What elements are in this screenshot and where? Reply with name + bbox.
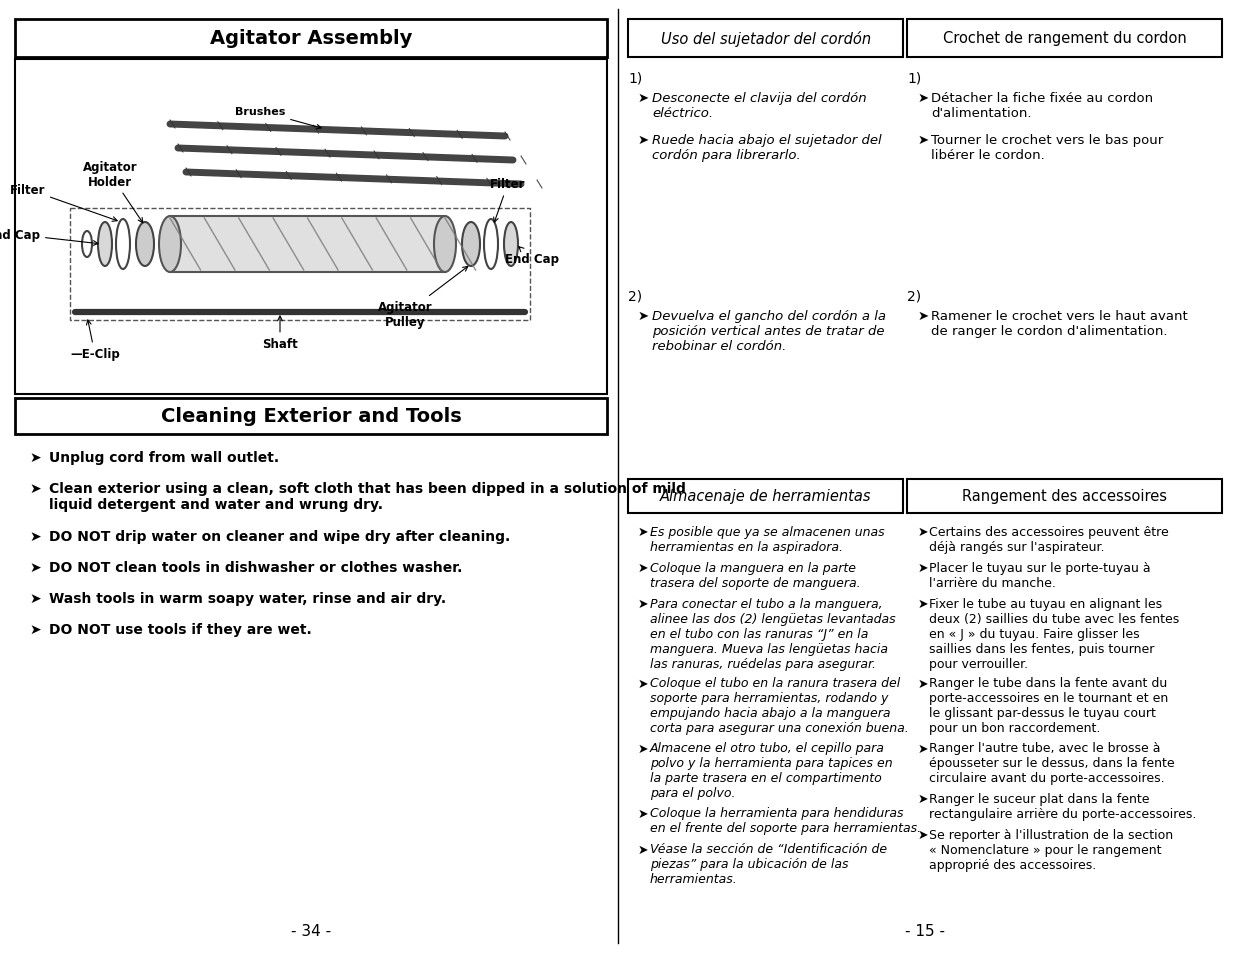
- Text: ➤: ➤: [918, 91, 929, 105]
- Text: ➤: ➤: [638, 677, 648, 690]
- Ellipse shape: [484, 220, 498, 270]
- Text: ➤: ➤: [918, 828, 927, 841]
- Text: ➤: ➤: [28, 481, 41, 496]
- Text: Devuelva el gancho del cordón a la
posición vertical antes de tratar de
rebobina: Devuelva el gancho del cordón a la posic…: [652, 310, 885, 353]
- Text: Es posible que ya se almacenen unas
herramientas en la aspiradora.: Es posible que ya se almacenen unas herr…: [650, 525, 884, 554]
- Text: ➤: ➤: [638, 310, 650, 323]
- Text: ➤: ➤: [638, 561, 648, 575]
- Text: ➤: ➤: [918, 133, 929, 147]
- Text: - 15 -: - 15 -: [905, 923, 945, 939]
- Text: Almacenaje de herramientas: Almacenaje de herramientas: [659, 489, 872, 504]
- Text: ➤: ➤: [918, 741, 927, 755]
- Text: Ranger le tube dans la fente avant du
porte-accessoires en le tournant et en
le : Ranger le tube dans la fente avant du po…: [929, 677, 1168, 735]
- Text: Para conectar el tubo a la manguera,
alinee las dos (2) lengüetas levantadas
en : Para conectar el tubo a la manguera, ali…: [650, 598, 895, 670]
- Text: ➤: ➤: [638, 806, 648, 820]
- Text: —E-Clip: —E-Clip: [70, 320, 120, 361]
- Text: Détacher la fiche fixée au cordon
d'alimentation.: Détacher la fiche fixée au cordon d'alim…: [931, 91, 1153, 120]
- Text: - 34 -: - 34 -: [291, 923, 331, 939]
- Ellipse shape: [82, 232, 91, 257]
- Text: End Cap: End Cap: [505, 248, 559, 266]
- Text: Brushes: Brushes: [235, 107, 321, 130]
- Text: ➤: ➤: [918, 598, 927, 610]
- Text: ➤: ➤: [28, 560, 41, 575]
- Text: Coloque el tubo en la ranura trasera del
soporte para herramientas, rodando y
em: Coloque el tubo en la ranura trasera del…: [650, 677, 909, 735]
- Text: ➤: ➤: [918, 677, 927, 690]
- Text: ➤: ➤: [918, 792, 927, 805]
- Text: Tourner le crochet vers le bas pour
libérer le cordon.: Tourner le crochet vers le bas pour libé…: [931, 133, 1163, 162]
- Bar: [15, 20, 606, 58]
- Text: Ruede hacia abajo el sujetador del
cordón para librerarlo.: Ruede hacia abajo el sujetador del cordó…: [652, 133, 882, 162]
- Bar: [15, 398, 606, 435]
- Text: Coloque la herramienta para hendiduras
en el frente del soporte para herramienta: Coloque la herramienta para hendiduras e…: [650, 806, 921, 835]
- Text: 1): 1): [629, 71, 642, 86]
- Text: ➤: ➤: [638, 741, 648, 755]
- Text: ➤: ➤: [638, 91, 650, 105]
- Text: ➤: ➤: [638, 842, 648, 856]
- Text: ➤: ➤: [638, 598, 648, 610]
- Ellipse shape: [504, 223, 517, 267]
- Ellipse shape: [136, 223, 154, 267]
- Text: Certains des accessoires peuvent être
déjà rangés sur l'aspirateur.: Certains des accessoires peuvent être dé…: [929, 525, 1170, 554]
- Text: ➤: ➤: [638, 525, 648, 538]
- Ellipse shape: [159, 216, 182, 273]
- Text: 2): 2): [908, 290, 921, 304]
- Text: Fixer le tube au tuyau en alignant les
deux (2) saillies du tube avec les fentes: Fixer le tube au tuyau en alignant les d…: [929, 598, 1179, 670]
- Ellipse shape: [116, 220, 130, 270]
- Text: Véase la sección de “Identificación de
piezas” para la ubicación de las
herramie: Véase la sección de “Identificación de p…: [650, 842, 887, 885]
- Text: Unplug cord from wall outlet.: Unplug cord from wall outlet.: [49, 451, 279, 464]
- Text: ➤: ➤: [918, 310, 929, 323]
- Text: ➤: ➤: [28, 530, 41, 543]
- Text: Agitator
Holder: Agitator Holder: [83, 161, 143, 223]
- Bar: [908, 20, 1221, 58]
- Text: Placer le tuyau sur le porte-tuyau à
l'arrière du manche.: Placer le tuyau sur le porte-tuyau à l'a…: [929, 561, 1151, 589]
- Bar: [908, 479, 1221, 514]
- Text: Almacene el otro tubo, el cepillo para
polvo y la herramienta para tapices en
la: Almacene el otro tubo, el cepillo para p…: [650, 741, 893, 800]
- Ellipse shape: [462, 223, 480, 267]
- Text: Agitator
Pulley: Agitator Pulley: [378, 267, 468, 329]
- Bar: [629, 479, 903, 514]
- Text: Filter: Filter: [490, 178, 526, 223]
- Bar: [629, 20, 903, 58]
- Text: Cleaning Exterior and Tools: Cleaning Exterior and Tools: [161, 407, 462, 426]
- Text: Ramener le crochet vers le haut avant
de ranger le cordon d'alimentation.: Ramener le crochet vers le haut avant de…: [931, 310, 1188, 337]
- Text: Clean exterior using a clean, soft cloth that has been dipped in a solution of m: Clean exterior using a clean, soft cloth…: [49, 481, 685, 512]
- Text: 1): 1): [908, 71, 921, 86]
- Text: Ranger le suceur plat dans la fente
rectangulaire arrière du porte-accessoires.: Ranger le suceur plat dans la fente rect…: [929, 792, 1197, 821]
- Text: Agitator Assembly: Agitator Assembly: [210, 30, 412, 49]
- Text: Shaft: Shaft: [262, 316, 298, 351]
- Text: Coloque la manguera en la parte
trasera del soporte de manguera.: Coloque la manguera en la parte trasera …: [650, 561, 861, 589]
- Text: Desconecte el clavija del cordón
eléctrico.: Desconecte el clavija del cordón eléctri…: [652, 91, 867, 120]
- Text: ➤: ➤: [28, 592, 41, 605]
- Text: 2): 2): [629, 290, 642, 304]
- Text: DO NOT drip water on cleaner and wipe dry after cleaning.: DO NOT drip water on cleaner and wipe dr…: [49, 530, 510, 543]
- Text: Rangement des accessoires: Rangement des accessoires: [962, 489, 1167, 504]
- Text: ➤: ➤: [28, 451, 41, 464]
- Text: ➤: ➤: [638, 133, 650, 147]
- Text: ➤: ➤: [918, 561, 927, 575]
- Ellipse shape: [433, 216, 456, 273]
- Text: Uso del sujetador del cordón: Uso del sujetador del cordón: [661, 30, 871, 47]
- Text: Se reporter à l'illustration de la section
« Nomenclature » pour le rangement
ap: Se reporter à l'illustration de la secti…: [929, 828, 1173, 871]
- Text: Filter: Filter: [10, 183, 117, 222]
- Ellipse shape: [98, 223, 112, 267]
- Bar: [170, 216, 445, 273]
- Text: Wash tools in warm soapy water, rinse and air dry.: Wash tools in warm soapy water, rinse an…: [49, 592, 446, 605]
- Text: DO NOT use tools if they are wet.: DO NOT use tools if they are wet.: [49, 622, 311, 637]
- Text: Ranger l'autre tube, avec le brosse à
épousseter sur le dessus, dans la fente
ci: Ranger l'autre tube, avec le brosse à ép…: [929, 741, 1174, 784]
- Text: End Cap: End Cap: [0, 229, 98, 246]
- Bar: [15, 60, 606, 395]
- Text: ➤: ➤: [918, 525, 927, 538]
- Text: Crochet de rangement du cordon: Crochet de rangement du cordon: [942, 31, 1187, 47]
- Text: DO NOT clean tools in dishwasher or clothes washer.: DO NOT clean tools in dishwasher or clot…: [49, 560, 462, 575]
- Text: ➤: ➤: [28, 622, 41, 637]
